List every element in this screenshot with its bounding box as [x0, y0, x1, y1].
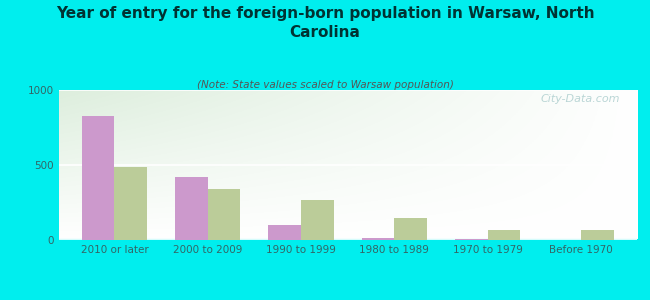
Bar	[395, 218, 427, 240]
Bar	[581, 230, 614, 240]
Text: City-Data.com: City-Data.com	[540, 94, 619, 104]
Bar	[82, 116, 114, 240]
Text: Year of entry for the foreign-born population in Warsaw, North
Carolina: Year of entry for the foreign-born popul…	[56, 6, 594, 40]
Bar	[301, 200, 333, 240]
Bar	[175, 177, 208, 240]
Bar	[455, 239, 488, 240]
Bar	[114, 167, 147, 240]
Bar	[362, 238, 395, 240]
Bar	[488, 230, 521, 240]
Bar	[268, 225, 301, 240]
Bar	[208, 189, 240, 240]
Text: (Note: State values scaled to Warsaw population): (Note: State values scaled to Warsaw pop…	[196, 80, 454, 89]
